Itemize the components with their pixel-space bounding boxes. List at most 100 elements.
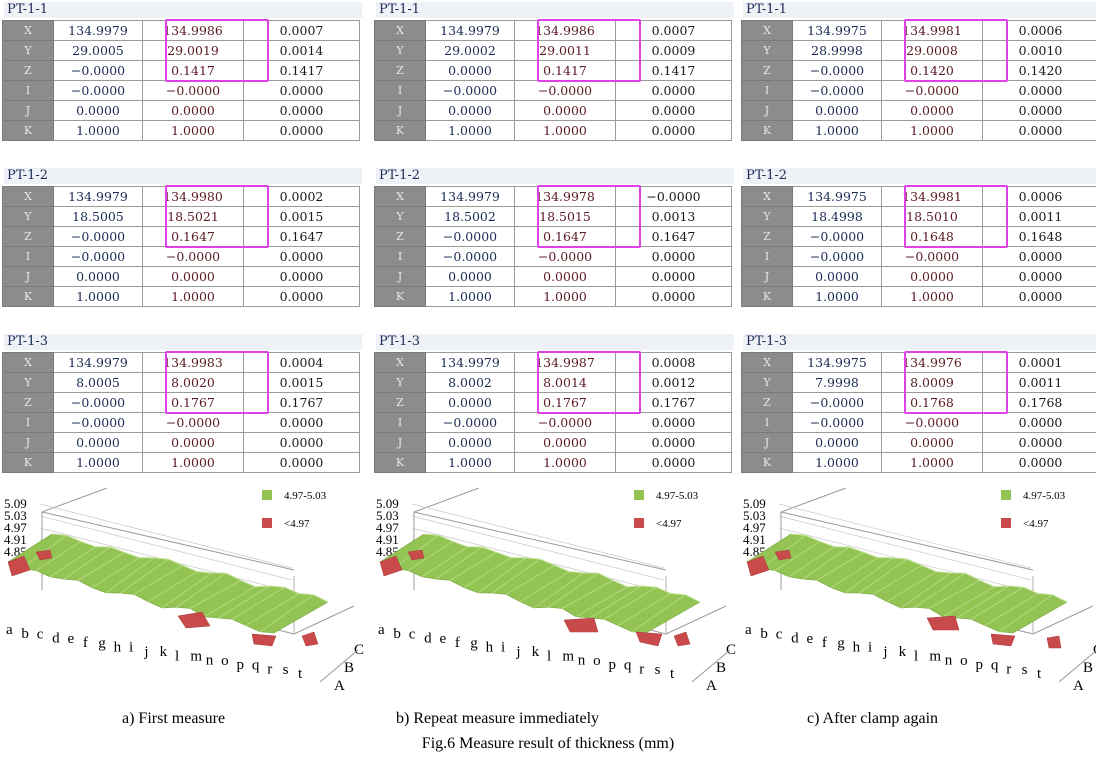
axis-label: Z	[2, 392, 54, 413]
x-tick-label: g	[470, 635, 478, 651]
deviation-value: 0.0000	[615, 452, 732, 473]
y-tick-label: B	[716, 660, 726, 676]
deviation-value: −0.0000	[615, 186, 732, 207]
x-tick-label: t	[670, 666, 675, 682]
deviation-value: 0.0000	[982, 432, 1096, 453]
axis-label: I	[741, 80, 793, 101]
x-tick-label: b	[21, 626, 29, 642]
x-tick-label: d	[424, 631, 432, 647]
surface-facet	[631, 594, 686, 633]
deviation-value: 0.0000	[982, 286, 1096, 307]
table-row: Z −0.0000 0.1647 0.1647	[2, 226, 360, 247]
measured-value: 1.0000	[881, 286, 983, 307]
table-row: J 0.0000 0.0000 0.0000	[374, 266, 732, 287]
measured-value: 1.0000	[142, 452, 244, 473]
nominal-value: 8.0002	[425, 372, 515, 393]
measured-value: −0.0000	[881, 80, 983, 101]
surface-facet	[886, 571, 937, 603]
table-row: I −0.0000 −0.0000 0.0000	[374, 412, 732, 433]
surface-below-tolerance	[35, 549, 53, 561]
table-row: I −0.0000 −0.0000 0.0000	[374, 246, 732, 267]
z-tick-label: 4.97	[376, 520, 399, 535]
x-tick-label: t	[1037, 666, 1042, 682]
axis-label: X	[2, 20, 54, 41]
nominal-value: 18.5005	[53, 206, 143, 227]
z-tick-label: 5.03	[743, 508, 766, 523]
surface-below-tolerance	[746, 555, 770, 577]
nominal-value: 29.0002	[425, 40, 515, 61]
deviation-value: 0.0000	[982, 452, 1096, 473]
deviation-value: 0.0000	[982, 412, 1096, 433]
deviation-value: 0.0000	[243, 246, 360, 267]
surface-below-tolerance	[379, 555, 403, 577]
nominal-value: −0.0000	[792, 392, 882, 413]
axis-label: X	[374, 352, 426, 373]
table-row: K 1.0000 1.0000 0.0000	[374, 452, 732, 473]
table-row: Z −0.0000 0.1648 0.1648	[741, 226, 1096, 247]
measured-value: 0.1417	[142, 60, 244, 81]
surface-below-tolerance	[635, 631, 663, 647]
x-tick-label: c	[409, 626, 416, 642]
nominal-value: 134.9979	[53, 186, 143, 207]
point-block: PT-1-2 X 134.9979 134.9980 0.0002 Y 18.5005 18.…	[2, 168, 365, 328]
x-tick-label: r	[639, 662, 644, 678]
x-tick-label: f	[455, 635, 460, 651]
highlight-box	[904, 185, 1008, 248]
axis-label: J	[2, 266, 54, 287]
table-row: X 134.9975 134.9981 0.0006	[741, 186, 1096, 207]
surface-facet	[203, 586, 256, 618]
table-row: Y 29.0005 29.0019 0.0014	[2, 40, 360, 61]
z-tick-label: 4.97	[743, 520, 766, 535]
surface-facet	[91, 557, 140, 589]
table-row: J 0.0000 0.0000 0.0000	[741, 100, 1096, 121]
nominal-value: −0.0000	[792, 80, 882, 101]
x-tick-label: s	[1022, 662, 1028, 678]
surface-facet	[575, 586, 628, 618]
x-tick-label: q	[991, 657, 999, 673]
surface-facet	[63, 546, 111, 580]
deviation-value: 0.1420	[982, 60, 1096, 81]
nominal-value: 0.0000	[425, 432, 515, 453]
surface-facet	[505, 564, 556, 595]
surface-facet	[35, 541, 82, 572]
point-block: PT-1-1 X 134.9979 134.9986 0.0007 Y 29.0002 29.…	[374, 2, 737, 162]
surface-facet	[900, 572, 952, 609]
x-tick-label: a	[6, 622, 13, 638]
surface-facet	[407, 541, 454, 572]
z-gridline	[411, 515, 665, 581]
table-row: X 134.9979 134.9978 −0.0000	[374, 186, 732, 207]
deviation-value: 0.0000	[982, 246, 1096, 267]
nominal-value: −0.0000	[53, 80, 143, 101]
x-tick-label: n	[578, 653, 586, 669]
deviation-value: 0.0000	[243, 432, 360, 453]
nominal-value: 134.9979	[425, 352, 515, 373]
surface-facet	[533, 572, 585, 609]
axis-label: J	[374, 432, 426, 453]
z-gridline	[39, 515, 293, 581]
table-row: Z 0.0000 0.1767 0.1767	[374, 392, 732, 413]
axis-label: Z	[374, 392, 426, 413]
highlight-box	[165, 19, 269, 82]
x-tick-label: n	[945, 653, 953, 669]
x-tick-label: r	[267, 662, 272, 678]
measured-value: −0.0000	[514, 246, 616, 267]
measured-value: 0.1648	[881, 226, 983, 247]
deviation-value: 0.0015	[243, 206, 360, 227]
x-tick-label: p	[609, 657, 617, 673]
y-tick-label: B	[344, 660, 354, 676]
highlight-box	[165, 351, 269, 414]
axis-label: I	[741, 246, 793, 267]
nominal-value: 1.0000	[425, 120, 515, 141]
axis-label: I	[2, 246, 54, 267]
axis-label: X	[374, 186, 426, 207]
surface-facet	[956, 585, 1010, 619]
nominal-value: 0.0000	[792, 266, 882, 287]
deviation-value: 0.0006	[982, 20, 1096, 41]
measured-value: 0.0000	[514, 100, 616, 121]
surface-facet	[477, 557, 527, 594]
deviation-value: 0.1417	[243, 60, 360, 81]
x-tick-label: l	[914, 648, 918, 664]
point-title: PT-1-1	[4, 2, 362, 18]
surface-below-tolerance	[774, 549, 792, 561]
nominal-value: 1.0000	[53, 286, 143, 307]
